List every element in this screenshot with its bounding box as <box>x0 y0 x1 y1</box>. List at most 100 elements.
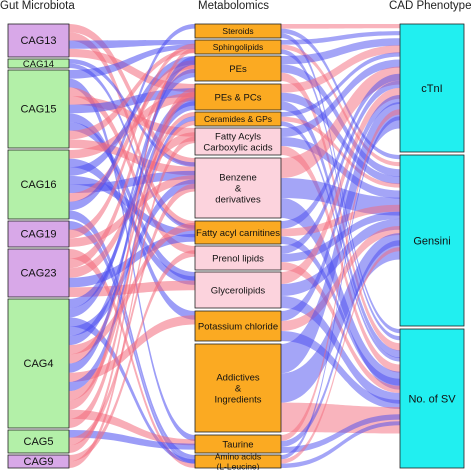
microbiota-node-cag16 <box>7 149 70 220</box>
node-label: derivatives <box>215 194 261 205</box>
metabolite-node <box>194 271 282 309</box>
flow-metabolite-to-phenotype <box>281 414 400 453</box>
flow-microbiota-to-metabolite <box>69 44 195 79</box>
metabolite-nodes: Steroids Sphingolipids PEs PEs & PCs Ceramid… <box>194 23 282 470</box>
flow-metabolite-to-phenotype <box>281 116 400 460</box>
flow-metabolite-to-phenotype <box>281 44 400 167</box>
metabolite-node <box>194 83 282 111</box>
phenotype-nodes: cTnI Gensini No. of SV <box>399 23 465 469</box>
metabolite-node <box>194 220 282 245</box>
node-label: PEs <box>229 64 247 75</box>
node-label: Benzene <box>219 172 257 183</box>
flow-metabolite-to-phenotype <box>281 59 400 137</box>
microbiota-node-cag13 <box>7 23 70 58</box>
flow-metabolite-to-phenotype <box>281 226 400 331</box>
microbiota-label: CAG14 <box>23 59 54 70</box>
node-label: & <box>235 383 242 394</box>
metabolite-phenotype-flows <box>281 24 400 468</box>
flow-microbiota-to-metabolite <box>69 43 195 239</box>
microbiota-node-cag4 <box>7 298 70 429</box>
flow-microbiota-to-metabolite <box>69 92 195 159</box>
metabolite-node <box>194 310 282 342</box>
flow-microbiota-to-metabolite <box>69 250 195 462</box>
metabolite-node <box>194 434 282 454</box>
node-label: Ingredients <box>214 394 261 405</box>
phenotype-label: No. of SV <box>408 394 456 406</box>
cad-phenotype-title: CAD Phenotype <box>389 0 472 12</box>
flow-metabolite-to-phenotype <box>281 296 400 404</box>
metabolite-node <box>194 39 282 55</box>
flow-microbiota-to-metabolite <box>69 68 195 318</box>
flow-metabolite-to-phenotype <box>281 24 400 29</box>
microbiota-label: CAG23 <box>20 268 56 280</box>
flow-microbiota-to-metabolite <box>69 88 195 429</box>
flow-metabolite-to-phenotype <box>281 198 400 390</box>
flow-microbiota-to-metabolite <box>69 60 195 202</box>
microbiota-node-cag9 <box>7 454 70 469</box>
flow-metabolite-to-phenotype <box>281 73 400 229</box>
node-label: PEs & PCs <box>215 92 262 103</box>
flow-microbiota-to-metabolite <box>69 136 195 468</box>
flow-microbiota-to-metabolite <box>69 91 195 453</box>
flow-metabolite-to-phenotype <box>281 52 400 117</box>
microbiota-label: CAG9 <box>24 456 54 468</box>
microbiota-label: CAG19 <box>20 229 56 241</box>
flow-microbiota-to-metabolite <box>69 63 195 230</box>
flow-microbiota-to-metabolite <box>69 101 195 346</box>
node-label: (L-Leucine) <box>217 461 260 470</box>
microbiota-nodes: CAG13 CAG14 CAG15 CAG16 CAG19 CAG23 CAG4 CAG5 CA… <box>7 23 70 469</box>
flow-metabolite-to-phenotype <box>281 87 400 285</box>
microbiota-node-cag14 <box>7 58 70 69</box>
flow-metabolite-to-phenotype <box>281 204 400 237</box>
flow-metabolite-to-phenotype <box>281 218 400 296</box>
node-label: Steroids <box>222 26 253 36</box>
flow-microbiota-to-metabolite <box>69 112 195 364</box>
flow-metabolite-to-phenotype <box>281 331 400 409</box>
node-label: Prenol lipids <box>212 253 264 264</box>
node-label: Ceramides & GPs <box>204 114 272 124</box>
flow-microbiota-to-metabolite <box>69 183 195 446</box>
microbiota-label: CAG15 <box>20 104 56 116</box>
flow-metabolite-to-phenotype <box>281 95 400 321</box>
microbiota-metabolite-flows <box>69 24 195 468</box>
metabolite-node <box>194 23 282 39</box>
phenotype-node <box>399 328 465 469</box>
microbiota-label: CAG16 <box>20 179 56 191</box>
flow-microbiota-to-metabolite <box>69 315 195 382</box>
node-label: Taurine <box>222 439 253 450</box>
flow-metabolite-to-phenotype <box>281 178 400 216</box>
phenotype-label: Gensini <box>413 236 450 248</box>
node-label: Amino acids <box>215 451 261 461</box>
flow-microbiota-to-metabolite <box>69 56 195 373</box>
flow-microbiota-to-metabolite <box>69 317 195 464</box>
flow-metabolite-to-phenotype <box>281 240 400 447</box>
microbiota-label: CAG4 <box>24 358 54 370</box>
flow-metabolite-to-phenotype <box>281 45 400 93</box>
node-label: Carboxylic acids <box>203 142 272 153</box>
metabolite-node <box>194 343 282 433</box>
metabolite-node <box>194 454 282 469</box>
flow-microbiota-to-metabolite <box>69 47 195 410</box>
node-label: Addictives <box>216 372 260 383</box>
node-label: Potassium chloride <box>198 321 278 332</box>
flow-metabolite-to-phenotype <box>281 233 400 403</box>
node-label: Glycerolipids <box>211 285 266 296</box>
flow-metabolite-to-phenotype <box>281 92 400 185</box>
microbiota-node-cag23 <box>7 248 70 298</box>
metabolite-node <box>194 245 282 271</box>
flow-metabolite-to-phenotype <box>281 421 400 468</box>
flow-microbiota-to-metabolite <box>69 64 195 269</box>
node-label: Sphingolipids <box>213 42 264 52</box>
flow-metabolite-to-phenotype <box>281 102 400 374</box>
flow-microbiota-to-metabolite <box>69 24 195 211</box>
metabolomics-title: Metabolomics <box>198 0 269 12</box>
gut-microbiota-title: Gut Microbiota <box>0 0 75 12</box>
metabolite-node <box>194 111 282 127</box>
flow-microbiota-to-metabolite <box>69 409 195 446</box>
node-label: & <box>235 183 242 194</box>
microbiota-label: CAG13 <box>20 35 56 47</box>
flow-metabolite-to-phenotype <box>281 109 400 441</box>
flow-microbiota-to-metabolite <box>69 87 195 254</box>
phenotype-node <box>399 154 465 327</box>
